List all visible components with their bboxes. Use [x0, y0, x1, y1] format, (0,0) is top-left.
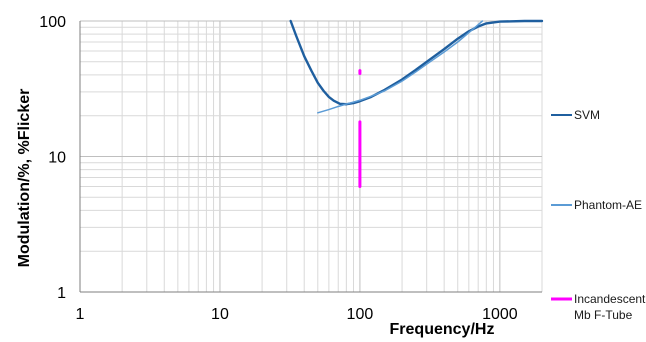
x-tick-label: 10	[211, 306, 229, 323]
series-line-phantom-ae	[317, 20, 484, 114]
y-axis-title: Modulation/%, %Flicker	[16, 89, 33, 268]
legend-item: Phantom-AE	[551, 198, 642, 212]
legend: SVM Phantom-AE Incandescent Mb F-Tube	[551, 108, 646, 322]
legend-label: Mb F-Tube	[574, 308, 633, 322]
x-tick-label: 1	[76, 306, 85, 323]
x-tick-label: 100	[347, 306, 374, 323]
legend-label: Incandescent	[574, 292, 646, 306]
legend-item: Incandescent Mb F-Tube	[551, 292, 646, 322]
y-tick-label: 10	[48, 150, 66, 167]
series-group	[289, 19, 544, 189]
legend-label: SVM	[574, 108, 600, 122]
legend-label: Phantom-AE	[574, 198, 642, 212]
x-axis-title: Frequency/Hz	[390, 321, 495, 338]
legend-item: SVM	[551, 108, 600, 122]
x-tick-label: 1000	[482, 306, 518, 323]
axes	[79, 21, 542, 293]
y-tick-label: 1	[57, 285, 66, 302]
y-tick-label: 100	[39, 14, 66, 31]
tick-labels: 1 10 100 1000 1 10 100	[39, 14, 517, 323]
grid	[79, 20, 543, 293]
